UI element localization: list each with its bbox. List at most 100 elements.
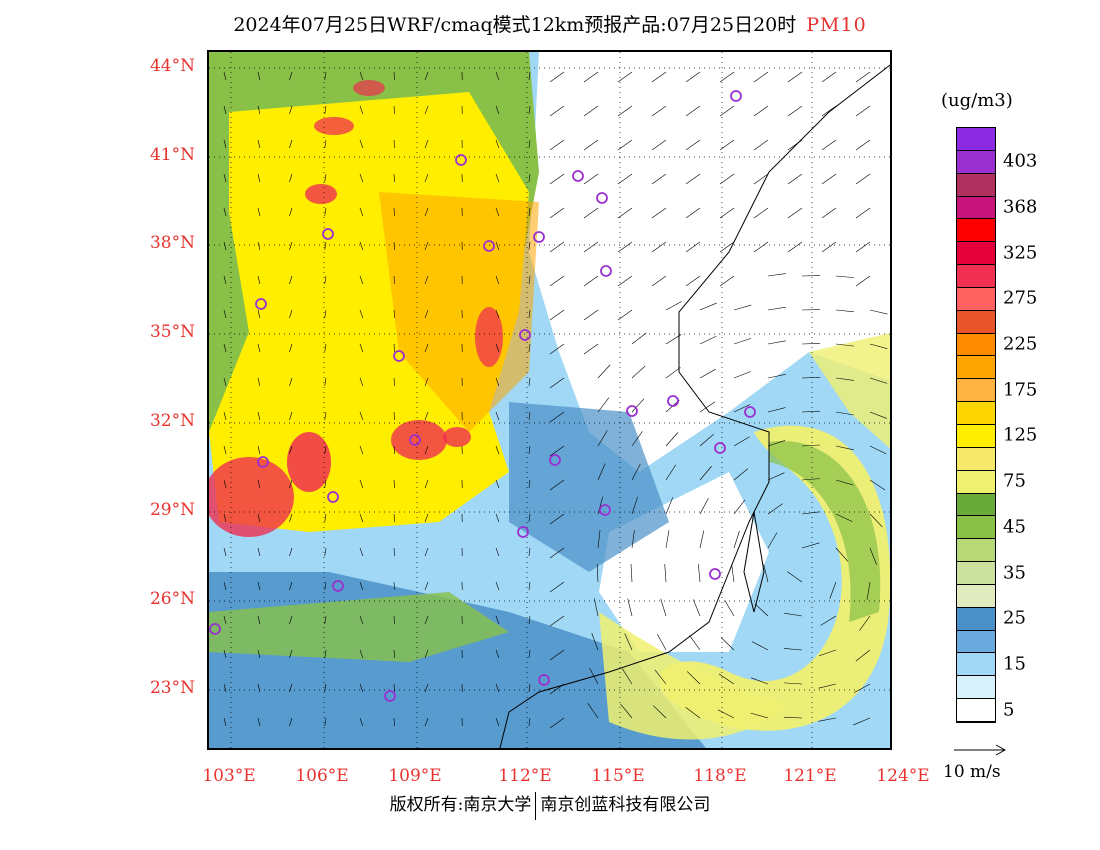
wind-vector [549, 241, 565, 253]
wind-vector [289, 105, 293, 115]
wind-vector [720, 637, 735, 651]
wind-vector [257, 547, 261, 557]
legend-swatch [957, 402, 995, 425]
wind-vector [869, 513, 883, 528]
copyright-right: 南京创蓝科技有限公司 [540, 795, 711, 815]
monitoring-site-marker [730, 90, 742, 102]
wind-vector [855, 105, 871, 117]
wind-vector [596, 564, 599, 583]
wind-vector [617, 275, 633, 287]
wind-vector [528, 377, 531, 387]
wind-vector [257, 649, 261, 659]
wind-vector [528, 479, 531, 489]
wind-vector [528, 105, 531, 115]
wind-vector [767, 532, 778, 549]
wind-vector [753, 173, 769, 185]
wind-vector [359, 547, 364, 557]
legend-swatch [957, 584, 995, 608]
wind-vector [685, 139, 701, 151]
field-red-sichuan [287, 432, 331, 492]
wind-vector [223, 377, 227, 387]
wind-vector [528, 615, 531, 625]
wind-vector [699, 368, 716, 379]
wind-vector [549, 139, 565, 151]
wind-vector [549, 275, 565, 287]
wind-vector [699, 466, 712, 481]
wind-vector [424, 683, 429, 693]
wind-vector [821, 173, 837, 185]
wind-vector [528, 173, 531, 183]
monitoring-site-marker [533, 231, 545, 243]
monitoring-site-marker [255, 298, 267, 310]
wind-vector [393, 411, 395, 421]
wind-vector [393, 207, 395, 217]
legend-swatch [957, 310, 995, 334]
monitoring-site-marker [596, 192, 608, 204]
legend-swatch [957, 630, 995, 654]
wind-vector [753, 71, 769, 83]
wind-vector [631, 398, 645, 413]
field-red-north-1 [305, 184, 337, 204]
wind-vector [528, 207, 531, 217]
wind-vector [424, 513, 429, 523]
wind-vector [801, 444, 820, 447]
legend-tick-label: 403 [1003, 150, 1038, 172]
wind-vector [257, 717, 261, 727]
wind-vector [866, 581, 871, 600]
wind-vector [821, 71, 837, 83]
wind-vector [699, 497, 709, 515]
wind-vector [787, 173, 803, 185]
wind-vector [733, 499, 746, 515]
wind-vector [801, 343, 821, 345]
wind-vector [359, 309, 364, 319]
wind-vector [753, 105, 769, 117]
wind-vector [223, 683, 227, 693]
monitoring-site-marker [257, 456, 269, 468]
wind-vector [597, 530, 601, 549]
concentration-field [209, 52, 890, 748]
wind-vector [495, 105, 500, 115]
wind-vector [801, 478, 820, 481]
wind-vector [549, 71, 565, 83]
wind-vector [289, 445, 293, 455]
wind-vector [359, 377, 364, 387]
wind-vector [549, 309, 565, 321]
wind-vector [289, 71, 293, 81]
wind-vector [750, 712, 769, 719]
legend-swatch [957, 196, 995, 220]
wind-vector [424, 717, 429, 727]
wind-vector [583, 275, 599, 287]
wind-vector [495, 479, 500, 489]
wind-vector [665, 530, 670, 549]
wind-vector [665, 464, 676, 481]
wind-vector [528, 683, 531, 693]
wind-vector [685, 71, 701, 83]
wind-vector [869, 547, 877, 565]
wind-vector [424, 581, 429, 591]
wind-vector [495, 411, 500, 421]
wind-vector [424, 105, 429, 115]
wind-vector [660, 598, 667, 617]
legend-swatch [957, 150, 995, 174]
wind-vector [257, 343, 261, 353]
wind-vector [424, 615, 429, 625]
monitoring-site-marker [322, 228, 334, 240]
legend-unit: (ug/m3) [941, 90, 1013, 111]
wind-vector [528, 411, 531, 421]
lat-label-23: 23°N [149, 678, 195, 698]
wind-vector [719, 71, 735, 83]
wind-vector [801, 542, 820, 549]
wind-vector [549, 173, 565, 185]
wind-vector [424, 139, 429, 149]
wind-vector [583, 309, 599, 321]
wind-vector [631, 496, 638, 515]
wind-vector [549, 207, 565, 219]
lon-label-124: 124°E [876, 766, 930, 786]
wind-vector [787, 105, 803, 117]
wind-vector [324, 479, 327, 489]
wind-vector [324, 683, 327, 693]
field-red-north-2 [314, 117, 354, 135]
legend-tick-label: 225 [1003, 333, 1038, 355]
lon-label-112: 112°E [498, 766, 552, 786]
wind-vector [257, 377, 261, 387]
